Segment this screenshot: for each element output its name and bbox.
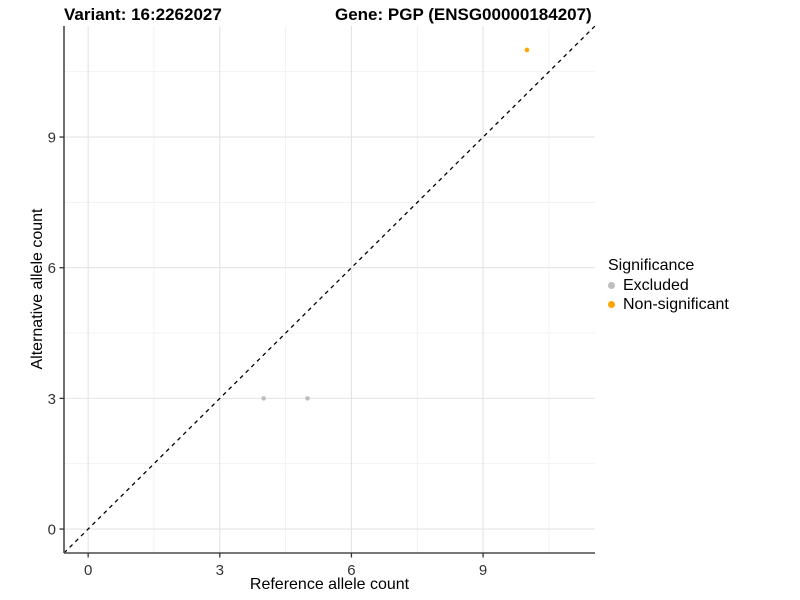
legend-item-label: Excluded [623, 277, 689, 294]
data-point-excluded [261, 396, 266, 401]
y-tick-label: 0 [48, 522, 56, 539]
x-tick-label: 3 [216, 562, 224, 579]
y-axis-title: Alternative allele count [29, 208, 46, 370]
x-tick-label: 6 [347, 562, 355, 579]
legend-swatch-non-significant-icon [608, 301, 615, 308]
legend-title: Significance [608, 257, 695, 274]
plot-title-gene: Gene: PGP (ENSG00000184207) [335, 5, 592, 24]
y-tick-label: 9 [48, 130, 56, 147]
legend-item-non-significant: Non-significant [608, 295, 729, 314]
x-axis-title: Reference allele count [249, 576, 410, 593]
y-tick-label: 3 [48, 391, 56, 408]
legend-item-excluded: Excluded [608, 276, 729, 295]
panel-background [64, 26, 595, 553]
x-tick-label: 0 [84, 562, 92, 579]
plot-title-variant: Variant: 16:2262027 [64, 5, 222, 24]
x-tick-label: 9 [479, 562, 487, 579]
legend-swatch-excluded-icon [608, 282, 615, 289]
data-point-excluded [305, 396, 310, 401]
data-point-non-significant [524, 47, 530, 53]
legend: Significance Excluded Non-significant [608, 256, 729, 314]
legend-item-label: Non-significant [623, 296, 729, 313]
y-tick-label: 6 [48, 260, 56, 277]
